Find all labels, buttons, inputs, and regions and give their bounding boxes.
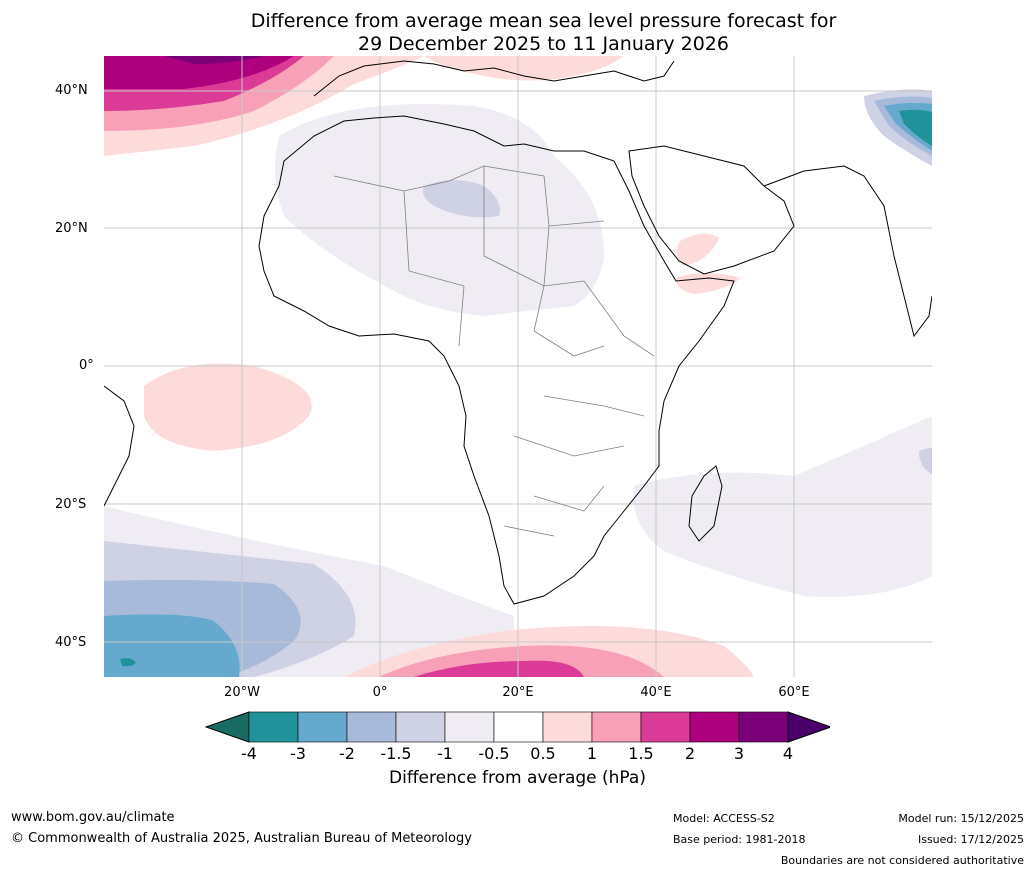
footer-copyright: © Commonwealth of Australia 2025, Austra… xyxy=(11,831,472,846)
colorbar-tick-label: 3 xyxy=(733,744,745,763)
colorbar-segment xyxy=(738,711,789,743)
colorbar-tick-label: 0.5 xyxy=(530,744,556,763)
lat-label-40n: 40°N xyxy=(55,83,88,98)
colorbar-extend-low xyxy=(205,711,250,743)
lon-label-60e: 60°E xyxy=(778,685,810,700)
colorbar-tick-label: 2 xyxy=(684,744,696,763)
border-lines xyxy=(333,165,655,537)
colorbar-segment xyxy=(395,711,446,743)
africa-coastline xyxy=(258,115,735,605)
colorbar-label: Difference from average (hPa) xyxy=(389,768,646,788)
anomaly-area-arabia-positive xyxy=(676,233,719,266)
map-canvas xyxy=(104,56,932,677)
colorbar-segment xyxy=(493,711,544,743)
anomaly-area-horn-positive xyxy=(676,273,741,294)
title-line-1: Difference from average mean sea level p… xyxy=(250,10,837,32)
colorbar-segments xyxy=(205,711,830,743)
colorbar-tick-label: -1 xyxy=(437,744,453,763)
anomaly-area-satlantic-2 xyxy=(104,614,240,677)
lat-label-20s: 20°S xyxy=(55,497,87,512)
footer-model-run: Model run: 15/12/2025 xyxy=(898,812,1024,825)
colorbar-tick-label: -0.5 xyxy=(478,744,510,763)
anomaly-area-sahara-negative xyxy=(275,104,604,316)
colorbar-tick-label: -4 xyxy=(241,744,257,763)
europe-coastline xyxy=(313,60,675,97)
lon-label-20w: 20°W xyxy=(224,685,260,700)
lon-label-40e: 40°E xyxy=(640,685,672,700)
anomaly-area-indian-negative xyxy=(633,416,932,597)
south-america-coastline xyxy=(104,385,135,507)
anomaly-area-nw-4 xyxy=(164,56,264,64)
map-title: Difference from average mean sea level p… xyxy=(0,10,1035,56)
anomaly-area-sahara-1 xyxy=(422,180,500,218)
anomaly-fills xyxy=(104,56,932,677)
footer-website: www.bom.gov.au/climate xyxy=(11,810,175,825)
anomaly-area-asia-3 xyxy=(899,109,932,146)
title-line-2: 29 December 2025 to 11 January 2026 xyxy=(358,33,729,55)
lat-label-20n: 20°N xyxy=(55,221,88,236)
footer-issued: Issued: 17/12/2025 xyxy=(917,833,1024,846)
colorbar-tick-label: 1 xyxy=(586,744,598,763)
footer-model: Model: ACCESS-S2 xyxy=(673,812,775,825)
colorbar-segment xyxy=(297,711,348,743)
colorbar-segment xyxy=(640,711,691,743)
lon-label-0: 0° xyxy=(372,685,388,700)
footer-disclaimer: Boundaries are not considered authoritat… xyxy=(780,854,1024,867)
coastlines xyxy=(104,60,932,605)
lat-label-40s: 40°S xyxy=(55,635,87,650)
colorbar-extend-high xyxy=(787,711,830,743)
colorbar-segment xyxy=(346,711,397,743)
colorbar-tick-label: -3 xyxy=(290,744,306,763)
anomaly-area-south-2 xyxy=(414,660,584,677)
colorbar-segment xyxy=(591,711,642,743)
colorbar-tick-label: -2 xyxy=(339,744,355,763)
anomaly-area-indian-1 xyxy=(919,448,932,474)
graticule xyxy=(104,56,932,677)
arabia-coastline xyxy=(628,145,795,275)
colorbar-segment xyxy=(248,711,299,743)
footer-base-period: Base period: 1981-2018 xyxy=(673,833,806,846)
colorbar-tick-label: 4 xyxy=(782,744,794,763)
asia-coastline xyxy=(763,165,932,338)
anomaly-area-atlantic-positive xyxy=(144,363,312,451)
colorbar-tick-label: 1.5 xyxy=(628,744,654,763)
anomaly-area-satlantic-3 xyxy=(120,658,136,667)
colorbar-segment xyxy=(444,711,495,743)
colorbar-segment xyxy=(689,711,740,743)
lon-label-20e: 20°E xyxy=(502,685,534,700)
anomaly-area-nw-3 xyxy=(104,56,294,89)
colorbar xyxy=(205,711,830,743)
anomaly-area-north-positive xyxy=(424,56,624,81)
lat-label-equator: 0° xyxy=(79,358,94,373)
country-borders xyxy=(333,165,655,537)
madagascar-coastline xyxy=(688,465,723,542)
colorbar-segment xyxy=(542,711,593,743)
colorbar-tick-label: -1.5 xyxy=(380,744,412,763)
pressure-anomaly-map xyxy=(104,56,932,677)
